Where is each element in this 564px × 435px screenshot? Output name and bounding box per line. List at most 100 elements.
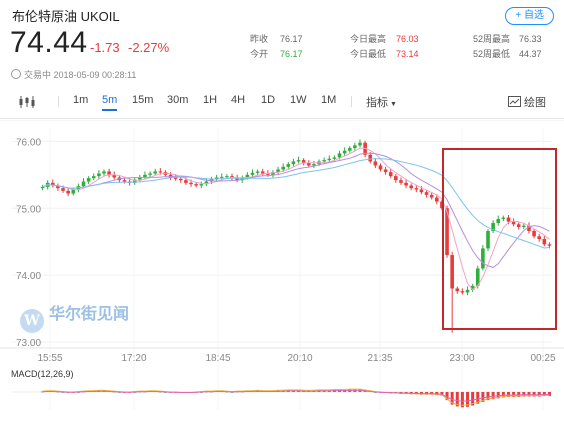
high-label: 今日最高: [350, 34, 387, 44]
candle-body: [40, 186, 45, 189]
macd-bar: [466, 392, 470, 407]
interval-30m[interactable]: 30m: [167, 94, 189, 106]
candle-body: [260, 171, 265, 174]
macd-bar: [450, 392, 454, 405]
interval-1month[interactable]: 1M: [321, 94, 337, 106]
macd-bar: [41, 391, 45, 393]
interval-1m[interactable]: 1m: [73, 94, 89, 106]
moving-average-line-2: [42, 152, 550, 268]
candle-body: [184, 180, 188, 183]
indicators-label: 指标: [366, 97, 388, 109]
candle-body: [112, 174, 117, 178]
candle-body: [486, 230, 490, 249]
w52-high-label: 52周最高: [473, 34, 511, 44]
candle-body: [475, 268, 480, 286]
candle-body: [107, 171, 111, 175]
candle-body: [445, 208, 449, 256]
candle-body: [537, 236, 541, 240]
w52-low-label: 52周最低: [473, 49, 511, 59]
candle-body: [342, 150, 347, 154]
prev-close-label: 昨收: [250, 34, 269, 44]
candle-body: [516, 224, 521, 227]
candle-body: [522, 225, 526, 227]
candle-body: [281, 166, 285, 170]
x-tick-label: 15:55: [37, 353, 62, 364]
candle-body: [97, 173, 101, 177]
candle-body: [419, 189, 424, 193]
draw-button[interactable]: 绘图: [508, 94, 546, 110]
candle-body: [81, 181, 86, 187]
macd-bar: [460, 392, 464, 408]
candle-body: [455, 288, 460, 292]
interval-1d[interactable]: 1D: [261, 94, 276, 106]
candlestick-type-icon[interactable]: [18, 95, 36, 109]
price-chart[interactable]: 76.00 75.00 74.00 73.00 15:55 17:20 18:45 20:10…: [0, 120, 564, 430]
interval-1w[interactable]: 1W: [290, 94, 307, 106]
candle-body: [470, 285, 475, 290]
caret-down-icon: ▼: [390, 101, 397, 108]
last-price: 74.44: [10, 26, 88, 59]
x-tick-label: 18:45: [205, 353, 230, 364]
candle-body: [66, 190, 70, 194]
candle-body: [424, 192, 429, 195]
candle-body: [209, 178, 214, 182]
x-tick-label: 17:20: [121, 353, 146, 364]
candle-body: [378, 165, 383, 170]
low-value: 73.14: [396, 49, 419, 59]
candle-body: [173, 177, 178, 179]
w52-low-value: 44.37: [519, 49, 542, 59]
y-tick-label: 75.00: [16, 204, 41, 215]
candle-body: [291, 161, 296, 165]
candle-body: [189, 182, 193, 185]
candle-body: [102, 171, 106, 174]
stats-col-2: 今日最高 76.03 今日最低 73.14: [350, 32, 419, 62]
candle-body: [61, 188, 65, 191]
candle-body: [276, 169, 280, 173]
toolbar-divider: [58, 96, 59, 107]
macd-bar: [501, 392, 505, 398]
interval-15m[interactable]: 15m: [132, 94, 154, 106]
candle-body: [383, 169, 388, 173]
candle-body: [301, 160, 306, 163]
macd-line-2: [42, 389, 550, 402]
w52-high-value: 76.33: [519, 34, 542, 44]
macd-bar: [476, 392, 480, 404]
x-tick-label: 00:25: [530, 353, 555, 364]
candle-body: [327, 158, 332, 161]
x-tick-label: 23:00: [449, 353, 474, 364]
interval-5m[interactable]: 5m: [102, 94, 118, 111]
low-label: 今日最低: [350, 49, 387, 59]
candle-body: [322, 160, 326, 162]
add-favorite-button[interactable]: + 自选: [505, 7, 554, 25]
candle-body: [527, 225, 531, 231]
candle-body: [542, 239, 547, 245]
indicators-menu[interactable]: 指标 ▼: [366, 94, 397, 110]
candle-body: [138, 177, 142, 180]
candle-body: [179, 178, 183, 181]
candle-body: [240, 177, 245, 181]
trading-status-text: 交易中 2018-05-09 00:28:11: [24, 70, 137, 80]
candle-body: [199, 184, 204, 186]
instrument-title: 布伦特原油 UKOIL: [12, 9, 120, 24]
x-tick-label: 20:10: [287, 353, 312, 364]
toolbar-divider-line: [0, 118, 564, 119]
candle-body: [296, 160, 301, 162]
candle-body: [307, 162, 311, 166]
macd-bar: [506, 392, 510, 397]
open-value: 76.17: [280, 49, 303, 59]
candle-body: [56, 185, 60, 189]
interval-1h[interactable]: 1H: [203, 94, 218, 106]
candle-body: [399, 180, 403, 183]
x-tick-label: 21:35: [367, 353, 392, 364]
candle-body: [532, 230, 536, 237]
candle-body: [373, 161, 378, 166]
candle-body: [440, 201, 444, 209]
open-label: 今开: [250, 49, 269, 59]
macd-bar: [445, 392, 449, 401]
interval-4h[interactable]: 4H: [231, 94, 246, 106]
price-change-percent: -2.27%: [128, 40, 170, 55]
candle-body: [332, 157, 337, 159]
macd-bar: [486, 392, 490, 401]
macd-bar: [512, 392, 516, 397]
candle-body: [245, 174, 250, 178]
